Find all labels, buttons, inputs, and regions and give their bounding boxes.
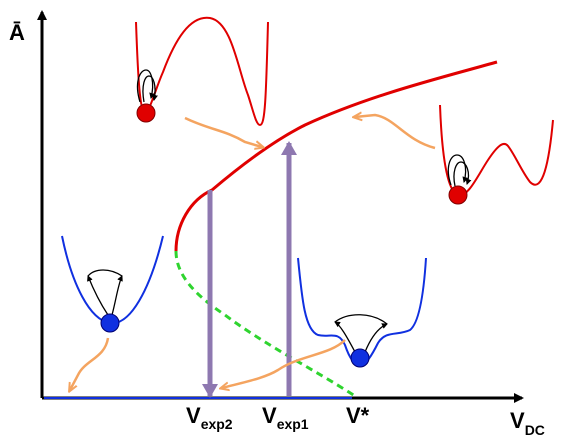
- hop-arrow: [364, 323, 388, 353]
- hop-arrow: [136, 69, 156, 103]
- state-ball-blue: [350, 348, 370, 368]
- vexp1-label: Vexp1: [262, 403, 309, 432]
- state-link-arrow: [70, 337, 110, 390]
- hop-arrow: [87, 275, 109, 316]
- hop-arrow: [447, 154, 469, 186]
- hop-arrow: [111, 275, 123, 316]
- hop-arrow: [334, 321, 356, 353]
- state-link-arrow: [355, 115, 436, 150]
- state-ball-blue: [100, 313, 120, 333]
- potential-inset-low-single-well: [61, 235, 164, 333]
- x-axis-label: VDC: [510, 408, 545, 438]
- hop-arrow: [453, 161, 472, 187]
- potential-inset-high-right: [439, 104, 554, 205]
- vexp2-label: Vexp2: [186, 403, 233, 432]
- potential-inset-low-double-well: [297, 257, 427, 368]
- x-axis-label-sub: DC: [525, 422, 545, 438]
- state-ball-red: [136, 103, 156, 123]
- hop-arrow: [142, 75, 158, 103]
- y-axis-label: Ā: [9, 20, 25, 45]
- state-ball-red: [448, 185, 468, 205]
- potential-inset-high-double-well: [135, 16, 269, 127]
- state-link-arrow: [184, 116, 262, 147]
- vstar-label: V*: [346, 403, 370, 428]
- stable-upper-branch: [174, 60, 498, 252]
- state-link-arrow: [222, 339, 346, 388]
- unstable-branch: [174, 250, 356, 398]
